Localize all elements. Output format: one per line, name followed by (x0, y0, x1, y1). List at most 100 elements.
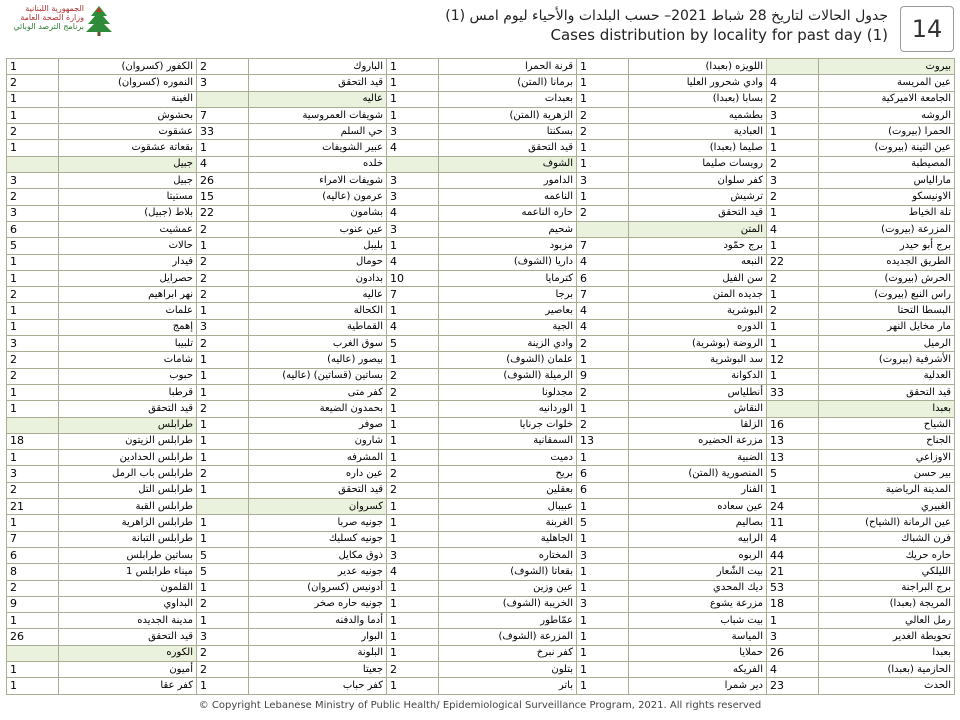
table-row: 1 مدينة الجديده 1 أدما والدفنه 1 عمّاطور 1 بيت … (6, 612, 955, 630)
locality-name-cell: عمّاطور (438, 612, 577, 630)
locality-name-cell: بعبدا (818, 644, 955, 662)
locality-name-cell: حاره الناعمه (438, 204, 577, 222)
case-count-cell: 4 (386, 139, 439, 157)
locality-name-cell: جونيه كسليك (248, 530, 387, 548)
region-header-cell: طرابلس (58, 416, 197, 434)
locality-name-cell: المزرعة (بيروت) (818, 220, 955, 239)
locality-name-cell: بطشميه (628, 106, 767, 125)
case-count-cell: 2 (766, 155, 819, 174)
case-count-cell: 26 (196, 172, 249, 190)
region-header-cell: عاليه (248, 90, 387, 108)
case-count-cell: 1 (196, 432, 249, 451)
locality-name-cell: صوفر (248, 416, 387, 434)
case-count-cell: 8 (6, 563, 59, 581)
case-count-cell: 4 (386, 318, 439, 337)
case-count-cell: 1 (196, 514, 249, 532)
case-count-cell: 18 (6, 432, 59, 451)
case-count-cell: 3 (6, 335, 59, 353)
locality-name-cell: ترشيش (628, 188, 767, 206)
locality-name-cell: العبادية (628, 123, 767, 141)
case-count-cell: 1 (576, 498, 629, 516)
locality-name-cell: نهر ابراهيم (58, 286, 197, 304)
table-row: 2 نهر ابراهيم 2 عاليه 7 برجا 7 جديده المتن 1 راس … (6, 286, 955, 304)
case-count-cell: 1 (766, 237, 819, 255)
title-arabic: جدول الحالات لتاريخ 28 شباط 2021– حسب ال… (445, 8, 888, 24)
locality-name-cell: شويفات الامراء (248, 172, 387, 190)
table-row: طرابلس 1 صوفر 1 خلوات جرنايا 2 الزلقا 16 الشياح (6, 416, 955, 434)
case-count-cell: 4 (386, 204, 439, 222)
region-header-cell: بعبدا (818, 400, 955, 418)
case-count-cell: 3 (766, 106, 819, 125)
locality-name-cell: الزلقا (628, 416, 767, 434)
case-count-cell: 1 (6, 302, 59, 320)
case-count-cell: 5 (766, 465, 819, 483)
locality-name-cell: مارالياس (818, 172, 955, 190)
locality-name-cell: راس النبع (بيروت) (818, 286, 955, 304)
locality-name-cell: باتر (438, 677, 577, 695)
locality-name-cell: الطريق الجديده (818, 253, 955, 271)
case-count-cell: 1 (386, 498, 439, 516)
locality-name-cell: الحدث (818, 677, 955, 695)
case-count-cell: 1 (576, 188, 629, 206)
table-row: 1 طرابلس الحدادين 1 المشرفه 1 دميت 1 الضبية 13 ال… (6, 449, 955, 467)
table-row: 2 طرابلس التل 1 قيد التحقق 2 بعقلين 6 الفنار 1 ال… (6, 481, 955, 500)
locality-name-cell: الشياح (818, 416, 955, 434)
locality-name-cell: اللويزه (بعبدا) (628, 57, 767, 76)
case-count-cell: 26 (6, 628, 59, 646)
locality-name-cell: تحويطة الغدير (818, 628, 955, 646)
locality-name-cell: طرابلس الحدادين (58, 449, 197, 467)
locality-name-cell: المشرفه (248, 449, 387, 467)
locality-name-cell: فيدار (58, 253, 197, 271)
locality-name-cell: الدوره (628, 318, 767, 337)
case-count-cell: 2 (576, 383, 629, 402)
table-row: 8 ميناء طرابلس 1 5 جونيه عدير 4 بقعاتا (الشوف… (6, 563, 955, 581)
case-count-cell: 2 (196, 400, 249, 418)
locality-name-cell: بصاليم (628, 514, 767, 532)
locality-name-cell: بشامون (248, 204, 387, 222)
locality-name-cell: الغربنة (438, 514, 577, 532)
locality-name-cell: الفنار (628, 481, 767, 500)
case-count-cell: 2 (196, 335, 249, 353)
case-count-cell: 1 (766, 481, 819, 500)
table-row: 1 حصرايل 2 بدادون 10 كترمايا 6 سن الفيل 2 الحرش (… (6, 269, 955, 288)
locality-name-cell: جديده المتن (628, 286, 767, 304)
case-count-cell: 1 (576, 612, 629, 630)
locality-name-cell: طرابلس باب الرمل (58, 465, 197, 483)
case-count-cell: 2 (6, 74, 59, 92)
locality-name-cell: حاره حريك (818, 546, 955, 565)
case-count-cell: 1 (576, 628, 629, 646)
case-count-cell: 33 (766, 383, 819, 402)
case-count-cell: 5 (196, 563, 249, 581)
case-count-cell: 2 (196, 286, 249, 304)
case-count-cell: 1 (766, 123, 819, 141)
case-count-cell: 1 (576, 139, 629, 157)
case-count-cell: 7 (6, 530, 59, 548)
case-count-cell: 1 (386, 416, 439, 434)
case-count-cell: 22 (196, 204, 249, 222)
case-count-cell: 1 (386, 644, 439, 662)
locality-name-cell: طرابلس القبة (58, 498, 197, 516)
case-count-cell: 3 (576, 595, 629, 614)
case-count-cell: 2 (386, 465, 439, 483)
case-count-cell (576, 220, 629, 239)
locality-name-cell: كفر حباب (248, 677, 387, 695)
case-count-cell: 44 (766, 546, 819, 565)
table-row: 21 طرابلس القبة كسروان 1 عبيبال 1 عين سعاده 24 ا… (6, 498, 955, 516)
locality-name-cell: الحازمية (بعبدا) (818, 660, 955, 679)
locality-name-cell: فرن الشباك (818, 530, 955, 548)
locality-name-cell: سد البوشرية (628, 351, 767, 369)
table-row: 1 الكفور (كسروان) 2 الباروك 1 قرنة الحمرا 1 الل… (6, 57, 955, 76)
case-count-cell: 6 (576, 269, 629, 288)
case-count-cell: 1 (576, 563, 629, 581)
case-count-cell: 1 (196, 416, 249, 434)
title-block: جدول الحالات لتاريخ 28 شباط 2021– حسب ال… (445, 8, 888, 44)
region-header-cell: كسروان (248, 498, 387, 516)
locality-name-cell: عمشيت (58, 220, 197, 239)
locality-name-cell: الرابيه (628, 530, 767, 548)
logo-line-2: وزارة الصحة العامة (20, 13, 84, 22)
case-count-cell: 5 (386, 335, 439, 353)
case-count-cell: 1 (386, 628, 439, 646)
locality-name-cell: شويفات العمروسية (248, 106, 387, 125)
locality-name-cell: بقعاتة عشقوت (58, 139, 197, 157)
case-count-cell: 4 (196, 155, 249, 174)
